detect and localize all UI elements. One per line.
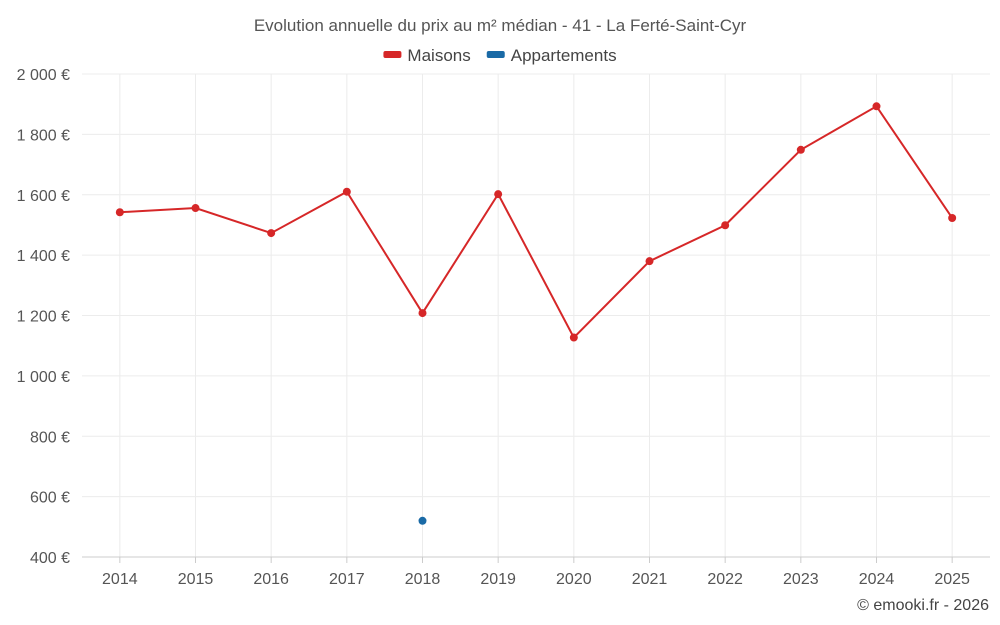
grid <box>82 73 990 557</box>
y-tick-label: 1 000 € <box>17 369 70 386</box>
data-point-maisons[interactable] <box>418 309 427 318</box>
series-maisons <box>115 102 957 342</box>
data-point-maisons[interactable] <box>342 187 351 196</box>
y-tick-label: 1 400 € <box>17 248 70 265</box>
legend-label: Maisons <box>407 46 470 65</box>
x-tick-label: 2016 <box>253 571 289 588</box>
legend-label: Appartements <box>511 46 617 65</box>
x-tick-label: 2020 <box>556 571 592 588</box>
data-point-maisons[interactable] <box>948 213 957 222</box>
data-point-maisons[interactable] <box>796 145 805 154</box>
data-point-appartements[interactable] <box>418 516 427 525</box>
data-point-maisons[interactable] <box>645 257 654 266</box>
x-tick-label: 2021 <box>632 571 668 588</box>
y-tick-label: 2 000 € <box>17 67 70 84</box>
y-tick-label: 1 800 € <box>17 127 70 144</box>
legend-swatch <box>486 51 505 58</box>
y-tick-label: 400 € <box>30 550 70 567</box>
data-point-maisons[interactable] <box>872 102 881 111</box>
credit-text: © emooki.fr - 2026 <box>857 597 989 614</box>
y-tick-label: 1 600 € <box>17 188 70 205</box>
legend: Maisons Appartements <box>383 46 617 65</box>
series <box>115 102 957 525</box>
x-tick-label: 2015 <box>178 571 214 588</box>
series-line-maisons <box>119 104 953 340</box>
legend-item-appartements[interactable]: Appartements <box>486 46 617 65</box>
legend-item-maisons[interactable]: Maisons <box>383 46 471 65</box>
data-point-maisons[interactable] <box>721 221 730 230</box>
series-appartements <box>418 516 427 525</box>
data-point-maisons[interactable] <box>267 229 276 238</box>
x-tick-label: 2017 <box>329 571 365 588</box>
data-point-maisons[interactable] <box>115 208 124 217</box>
chart-title: Evolution annuelle du prix au m² médian … <box>254 16 747 35</box>
data-point-maisons[interactable] <box>494 190 503 199</box>
x-tick-label: 2023 <box>783 571 819 588</box>
axes: 400 € 600 € 800 € 1 000 € 1 200 € 1 400 € 1 60… <box>17 67 990 588</box>
x-tick-label: 2014 <box>102 571 138 588</box>
y-tick-label: 600 € <box>30 490 70 507</box>
x-tick-label: 2018 <box>405 571 441 588</box>
data-point-maisons[interactable] <box>569 333 578 342</box>
x-tick-label: 2024 <box>859 571 895 588</box>
x-tick-label: 2025 <box>934 571 970 588</box>
legend-swatch <box>383 51 402 58</box>
x-tick-label: 2022 <box>707 571 743 588</box>
y-tick-label: 800 € <box>30 429 70 446</box>
data-point-maisons[interactable] <box>191 204 200 213</box>
x-tick-label: 2019 <box>480 571 516 588</box>
y-tick-label: 1 200 € <box>17 309 70 326</box>
